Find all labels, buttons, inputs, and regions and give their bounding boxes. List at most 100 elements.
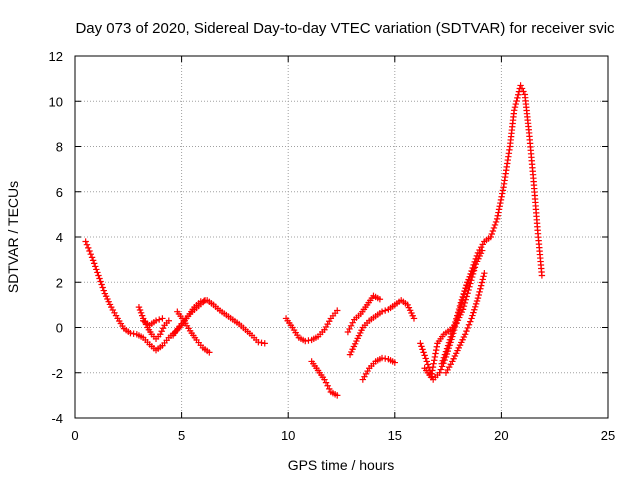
data-point bbox=[326, 385, 333, 393]
data-point bbox=[472, 300, 480, 308]
data-point bbox=[459, 293, 466, 300]
y-tick-label: 10 bbox=[49, 94, 63, 109]
data-point bbox=[432, 350, 439, 357]
data-point bbox=[417, 340, 424, 347]
data-point bbox=[441, 351, 449, 358]
data-point bbox=[344, 328, 352, 336]
y-axis-label: SDTVAR / TECUs bbox=[5, 181, 21, 293]
data-point bbox=[538, 272, 546, 279]
data-point bbox=[437, 366, 445, 373]
data-point bbox=[349, 319, 356, 326]
data-point bbox=[447, 333, 455, 341]
data-point bbox=[477, 282, 485, 289]
data-point bbox=[469, 312, 476, 319]
data-point bbox=[432, 346, 440, 354]
data-point bbox=[165, 317, 173, 324]
y-tick-label: -2 bbox=[51, 366, 63, 381]
data-point bbox=[498, 193, 505, 200]
data-point bbox=[480, 273, 487, 280]
data-point bbox=[428, 370, 435, 378]
data-point bbox=[420, 349, 427, 356]
data-point bbox=[474, 294, 482, 302]
data-point bbox=[520, 88, 527, 95]
data-point bbox=[159, 315, 166, 322]
data-point bbox=[436, 369, 443, 376]
data-point bbox=[449, 327, 456, 335]
data-point bbox=[517, 82, 524, 89]
data-point bbox=[479, 247, 486, 254]
data-point bbox=[378, 308, 386, 315]
data-point bbox=[90, 260, 98, 267]
data-point bbox=[478, 279, 486, 286]
data-point bbox=[430, 360, 437, 367]
data-point bbox=[87, 250, 94, 258]
data-point bbox=[479, 276, 486, 283]
data-point bbox=[467, 280, 474, 287]
data-point bbox=[489, 227, 497, 235]
data-point bbox=[431, 353, 439, 361]
data-point bbox=[99, 284, 106, 291]
data-point bbox=[261, 340, 268, 347]
data-point bbox=[490, 224, 498, 232]
data-point bbox=[493, 215, 501, 223]
data-point bbox=[89, 257, 97, 264]
data-point bbox=[135, 303, 143, 311]
data-point bbox=[491, 221, 499, 229]
data-point bbox=[472, 303, 479, 311]
data-point bbox=[468, 315, 475, 322]
data-point bbox=[86, 247, 93, 255]
data-point bbox=[470, 309, 477, 316]
data-point bbox=[423, 358, 430, 365]
data-point bbox=[499, 187, 507, 194]
data-point bbox=[487, 233, 494, 241]
data-point bbox=[440, 354, 448, 361]
data-point bbox=[448, 330, 455, 338]
data-point bbox=[410, 315, 418, 322]
y-tick-label: 12 bbox=[49, 49, 63, 64]
data-point bbox=[494, 212, 501, 219]
data-point bbox=[444, 342, 452, 349]
data-point bbox=[453, 315, 460, 322]
y-tick-label: 8 bbox=[56, 140, 63, 155]
data-point bbox=[452, 318, 459, 326]
data-point bbox=[499, 190, 506, 197]
data-point bbox=[481, 270, 488, 277]
data-point bbox=[152, 317, 160, 324]
y-tick-label: -4 bbox=[51, 411, 63, 426]
data-point bbox=[391, 359, 398, 366]
data-point bbox=[137, 309, 145, 316]
data-point bbox=[471, 264, 479, 271]
data-point bbox=[495, 209, 502, 216]
data-point bbox=[206, 349, 213, 356]
data-point bbox=[334, 307, 341, 314]
axis-ticks: 0 5 10 15 20 25 -4 -2 0 2 4 6 8 10 12 bbox=[49, 49, 616, 443]
data-point bbox=[513, 97, 520, 105]
data-point bbox=[443, 345, 451, 352]
data-point bbox=[159, 325, 167, 332]
data-point bbox=[473, 297, 481, 305]
data-point bbox=[464, 324, 471, 332]
data-point bbox=[92, 263, 99, 270]
data-point bbox=[497, 196, 505, 204]
data-point bbox=[461, 287, 468, 295]
data-point bbox=[431, 357, 438, 364]
data-point bbox=[433, 343, 440, 350]
data-point bbox=[488, 230, 496, 238]
data-point bbox=[429, 363, 437, 371]
data-point bbox=[450, 324, 457, 332]
y-tick-label: 6 bbox=[56, 185, 63, 200]
data-point bbox=[518, 85, 526, 92]
data-point bbox=[451, 322, 458, 329]
data-point bbox=[514, 94, 521, 102]
x-tick-label: 25 bbox=[601, 428, 615, 443]
data-point bbox=[85, 244, 92, 252]
data-point bbox=[156, 316, 163, 323]
data-point bbox=[514, 91, 522, 98]
data-point bbox=[496, 203, 503, 210]
data-point bbox=[454, 309, 462, 316]
data-point bbox=[346, 325, 353, 333]
data-point bbox=[511, 103, 519, 111]
data-point bbox=[458, 296, 466, 303]
y-tick-label: 2 bbox=[56, 275, 63, 290]
data-point bbox=[93, 266, 100, 273]
